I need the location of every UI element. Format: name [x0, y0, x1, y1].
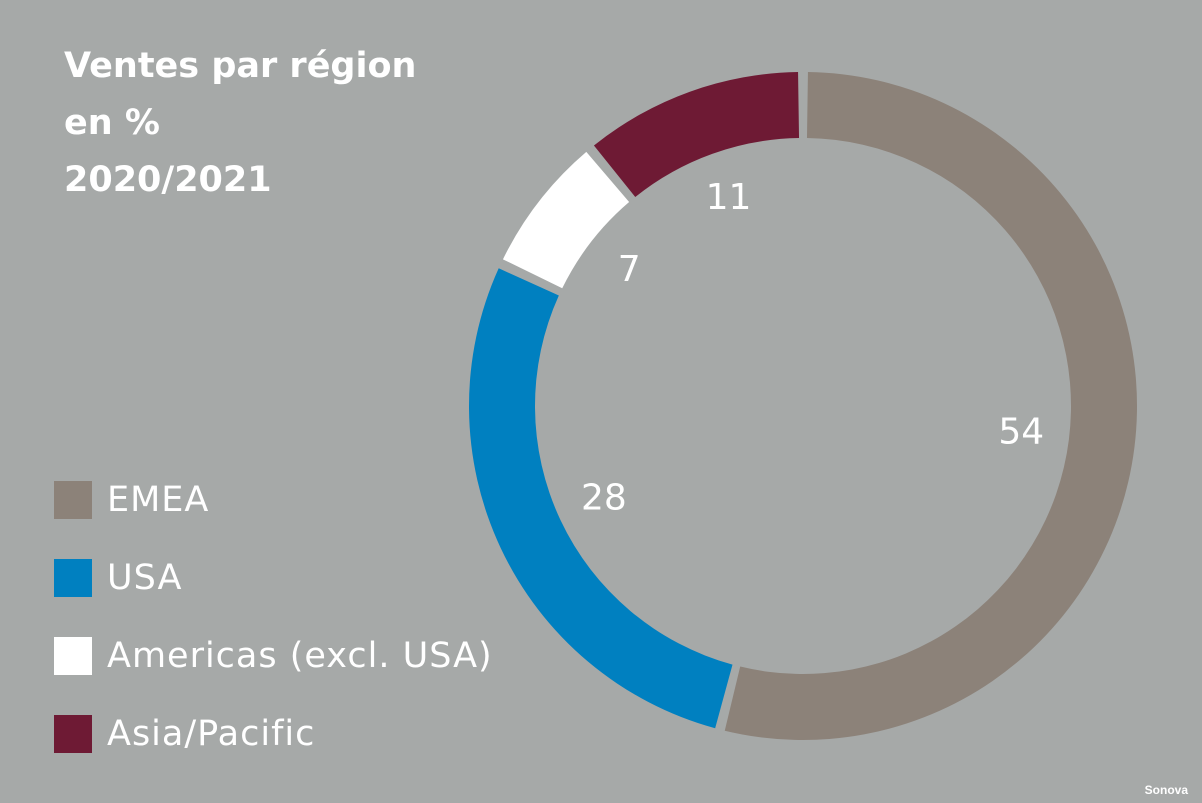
legend-item-emea: EMEA	[54, 478, 493, 556]
chart-title-line-1: Ventes par région	[64, 46, 417, 86]
slice-usa	[469, 268, 733, 729]
slice-asia-pacific	[593, 72, 800, 197]
legend-item-americas: Americas (excl. USA)	[54, 634, 493, 712]
legend: EMEA USA Americas (excl. USA) Asia/Pacif…	[54, 478, 493, 790]
legend-label-usa: USA	[107, 558, 183, 598]
data-label-americas: 7	[618, 249, 641, 290]
legend-swatch-usa	[54, 559, 92, 597]
data-label-usa: 28	[581, 478, 627, 519]
source-credit: Sonova	[1144, 783, 1188, 797]
slice-emea	[724, 72, 1138, 741]
chart-title-line-3: 2020/2021	[64, 160, 272, 200]
legend-swatch-emea	[54, 481, 92, 519]
legend-item-asia-pacific: Asia/Pacific	[54, 712, 493, 790]
legend-item-usa: USA	[54, 556, 493, 634]
legend-label-asia-pacific: Asia/Pacific	[107, 714, 316, 754]
data-label-asia-pacific: 11	[706, 177, 752, 218]
chart-title: Ventes par région en % 2020/2021	[64, 38, 416, 209]
legend-swatch-americas	[54, 637, 92, 675]
legend-label-americas: Americas (excl. USA)	[107, 636, 493, 676]
legend-label-emea: EMEA	[107, 480, 210, 520]
data-label-emea: 54	[998, 412, 1044, 453]
slice-americas	[502, 151, 630, 289]
chart-title-line-2: en %	[64, 103, 160, 143]
legend-swatch-asia-pacific	[54, 715, 92, 753]
